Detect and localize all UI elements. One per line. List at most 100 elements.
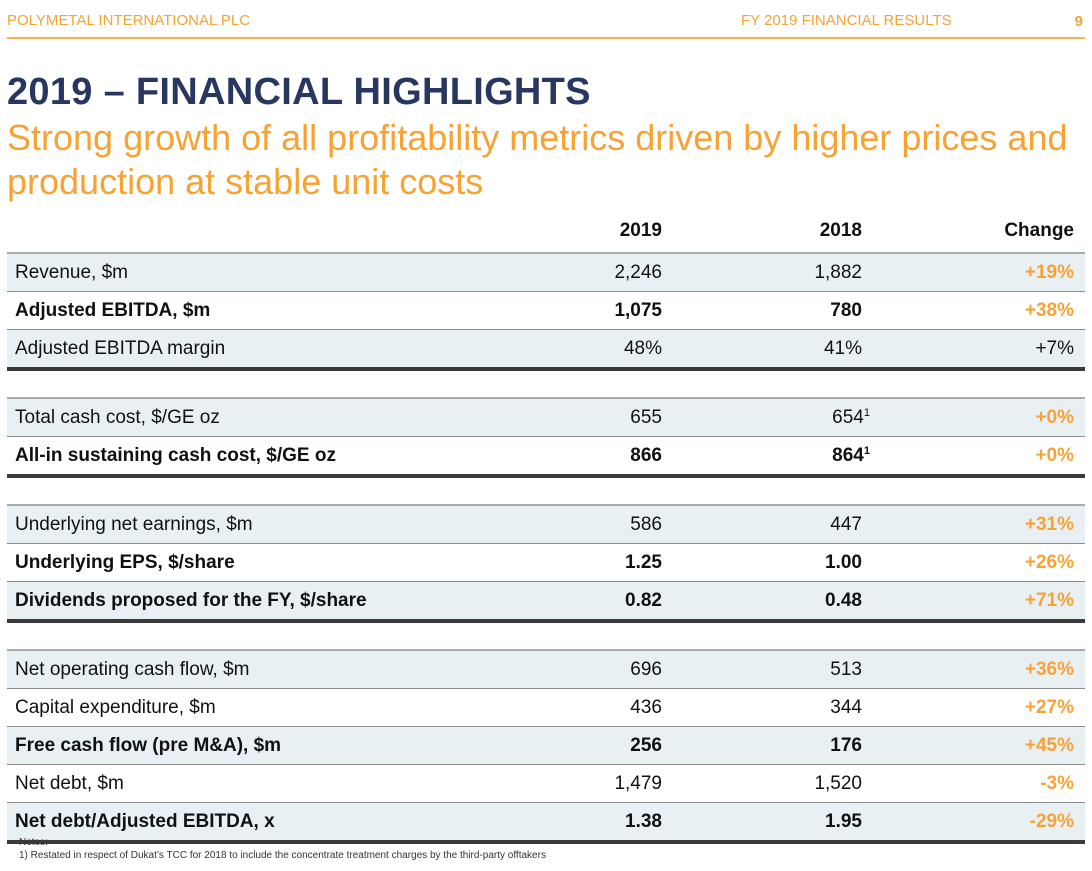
table-section: Net operating cash flow, $m 696 513 +36% Cap… — [7, 649, 1085, 844]
row-label: Adjusted EBITDA, $m — [15, 300, 211, 321]
value-2019: 866 — [630, 445, 662, 466]
table-row: Net debt, $m 1,479 1,520 -3% — [7, 765, 1085, 803]
footnotes: Notes: 1) Restated in respect of Dukat’s… — [19, 836, 546, 862]
table-section: Total cash cost, $/GE oz 655 6541 +0% All-in… — [7, 397, 1085, 478]
section-spacer — [7, 623, 1085, 649]
table-section: Revenue, $m 2,246 1,882 +19% Adjusted EBITDA… — [7, 252, 1085, 371]
table-row: Total cash cost, $/GE oz 655 6541 +0% — [7, 399, 1085, 437]
table-row: Adjusted EBITDA, $m 1,075 780 +38% — [7, 292, 1085, 330]
table-row: Underlying EPS, $/share 1.25 1.00 +26% — [7, 544, 1085, 582]
value-2018-text: 447 — [830, 514, 862, 535]
value-change: +0% — [1035, 407, 1074, 428]
value-change: +36% — [1024, 659, 1074, 680]
report-title: FY 2019 FINANCIAL RESULTS — [741, 12, 952, 29]
value-2018: 1.95 — [825, 811, 862, 833]
table-row: Revenue, $m 2,246 1,882 +19% — [7, 254, 1085, 292]
value-change: +38% — [1024, 300, 1074, 321]
value-change: +31% — [1024, 514, 1074, 535]
row-label: Net operating cash flow, $m — [15, 659, 250, 680]
row-label: Free cash flow (pre M&A), $m — [15, 735, 282, 756]
value-2018: 1,520 — [814, 773, 862, 795]
value-2018: 176 — [830, 735, 862, 757]
value-2019: 696 — [630, 659, 662, 680]
row-label: Dividends proposed for the FY, $/share — [15, 590, 367, 611]
value-2019: 1.38 — [625, 811, 662, 832]
value-2018-text: 344 — [830, 697, 862, 718]
row-label: Net debt/Adjusted EBITDA, x — [15, 811, 275, 832]
value-2019: 1.25 — [625, 552, 662, 573]
value-2019: 655 — [630, 407, 662, 428]
row-label: All-in sustaining cash cost, $/GE oz — [15, 445, 336, 466]
column-header-change: Change — [1004, 220, 1074, 241]
table-row: Capital expenditure, $m 436 344 +27% — [7, 689, 1085, 727]
company-name: POLYMETAL INTERNATIONAL PLC — [7, 12, 251, 29]
page-title: 2019 – FINANCIAL HIGHLIGHTS — [7, 71, 591, 113]
row-label: Total cash cost, $/GE oz — [15, 407, 220, 428]
value-2019: 0.82 — [625, 590, 662, 611]
column-header-2019: 2019 — [619, 220, 662, 241]
value-change: -29% — [1029, 811, 1074, 832]
value-2018: 780 — [830, 300, 862, 322]
table-row: Adjusted EBITDA margin 48% 41% +7% — [7, 330, 1085, 367]
value-2018: 513 — [830, 659, 862, 681]
page-subtitle: Strong growth of all profitability metri… — [7, 117, 1068, 202]
row-label: Adjusted EBITDA margin — [15, 338, 226, 359]
value-change: +19% — [1024, 262, 1074, 283]
section-spacer — [7, 371, 1085, 397]
value-change: -3% — [1040, 773, 1074, 794]
value-change: +27% — [1024, 697, 1074, 718]
table-body: Revenue, $m 2,246 1,882 +19% Adjusted EBITDA… — [7, 252, 1085, 844]
value-2018-text: 1.95 — [825, 811, 862, 832]
value-2019: 1,479 — [614, 773, 662, 794]
row-label: Underlying net earnings, $m — [15, 514, 253, 535]
value-2018: 1.00 — [825, 552, 862, 574]
value-2019: 2,246 — [614, 262, 662, 283]
table-header: 2019 2018 Change — [7, 210, 1085, 252]
table-row: All-in sustaining cash cost, $/GE oz 866 8… — [7, 437, 1085, 474]
value-2019: 256 — [630, 735, 662, 756]
value-2018-text: 654 — [832, 407, 864, 428]
table-row: Net debt/Adjusted EBITDA, x 1.38 1.95 -29% — [7, 803, 1085, 840]
row-label: Revenue, $m — [15, 262, 129, 283]
value-change: +45% — [1024, 735, 1074, 756]
value-2019: 1,075 — [614, 300, 662, 321]
value-2018-text: 1,882 — [814, 262, 862, 283]
table-row: Dividends proposed for the FY, $/share 0.… — [7, 582, 1085, 619]
value-2018-text: 1,520 — [814, 773, 862, 794]
footnote-1: 1) Restated in respect of Dukat’s TCC fo… — [19, 850, 546, 861]
table-row: Underlying net earnings, $m 586 447 +31% — [7, 506, 1085, 544]
value-2018: 344 — [830, 697, 862, 719]
value-change: +71% — [1024, 590, 1074, 611]
footnote-marker: 1 — [863, 407, 870, 419]
value-2018-text: 41% — [823, 338, 862, 359]
value-2018-text: 0.48 — [825, 590, 862, 611]
value-2018: 41% — [824, 338, 862, 360]
value-2018-text: 513 — [830, 659, 862, 680]
value-2018: 447 — [830, 514, 862, 536]
row-label: Net debt, $m — [15, 773, 124, 794]
value-2018: 8641 — [832, 445, 870, 467]
value-2018-text: 1.00 — [825, 552, 862, 573]
page-header: POLYMETAL INTERNATIONAL PLC FY 2019 FINA… — [7, 0, 1085, 39]
table-section: Underlying net earnings, $m 586 447 +31% Und… — [7, 504, 1085, 623]
notes-heading: Notes: — [19, 837, 48, 848]
page-number: 9 — [1074, 13, 1083, 30]
value-change: +0% — [1035, 445, 1074, 466]
value-2018-text: 780 — [830, 300, 862, 321]
value-2018-text: 176 — [830, 735, 862, 756]
row-label: Capital expenditure, $m — [15, 697, 216, 718]
table-row: Free cash flow (pre M&A), $m 256 176 +45% — [7, 727, 1085, 765]
row-label: Underlying EPS, $/share — [15, 552, 235, 573]
value-change: +7% — [1035, 338, 1074, 359]
value-2018: 1,882 — [814, 262, 862, 284]
value-change: +26% — [1024, 552, 1074, 573]
value-2018: 0.48 — [825, 590, 862, 612]
section-spacer — [7, 478, 1085, 504]
table-row: Net operating cash flow, $m 696 513 +36% — [7, 651, 1085, 689]
column-header-2018: 2018 — [819, 220, 862, 241]
value-2019: 586 — [630, 514, 662, 535]
footnote-marker: 1 — [863, 445, 870, 457]
financial-highlights-table: 2019 2018 Change Revenue, $m 2,246 1,882 +1… — [7, 210, 1085, 844]
value-2019: 48% — [623, 338, 662, 359]
value-2019: 436 — [630, 697, 662, 718]
